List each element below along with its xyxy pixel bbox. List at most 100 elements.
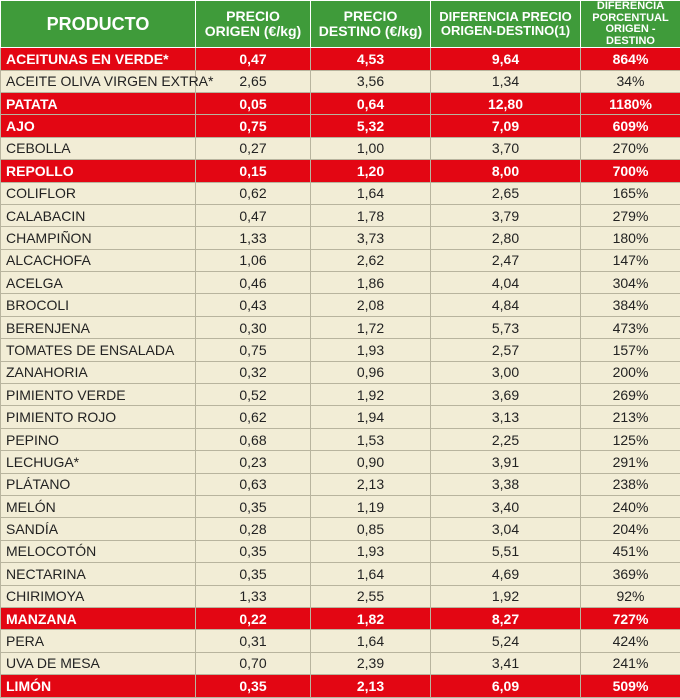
product-cell: PIMIENTO VERDE xyxy=(1,384,196,406)
value-cell: 238% xyxy=(581,473,680,495)
product-cell: NECTARINA xyxy=(1,563,196,585)
value-cell: 3,79 xyxy=(431,204,581,226)
value-cell: 3,56 xyxy=(311,70,431,92)
product-cell: CEBOLLA xyxy=(1,137,196,159)
value-cell: 3,13 xyxy=(431,406,581,428)
value-cell: 1,00 xyxy=(311,137,431,159)
product-cell: COLIFLOR xyxy=(1,182,196,204)
value-cell: 241% xyxy=(581,652,680,674)
value-cell: 3,91 xyxy=(431,451,581,473)
value-cell: 0,05 xyxy=(196,92,311,114)
value-cell: 3,00 xyxy=(431,361,581,383)
value-cell: 0,35 xyxy=(196,496,311,518)
value-cell: 3,73 xyxy=(311,227,431,249)
value-cell: 8,00 xyxy=(431,160,581,182)
value-cell: 0,75 xyxy=(196,339,311,361)
value-cell: 4,04 xyxy=(431,272,581,294)
value-cell: 0,32 xyxy=(196,361,311,383)
value-cell: 0,23 xyxy=(196,451,311,473)
value-cell: 0,70 xyxy=(196,652,311,674)
value-cell: 0,75 xyxy=(196,115,311,137)
product-cell: BERENJENA xyxy=(1,316,196,338)
value-cell: 369% xyxy=(581,563,680,585)
value-cell: 0,43 xyxy=(196,294,311,316)
value-cell: 1,86 xyxy=(311,272,431,294)
value-cell: 270% xyxy=(581,137,680,159)
value-cell: 0,47 xyxy=(196,48,311,70)
product-cell: ACEITUNAS EN VERDE* xyxy=(1,48,196,70)
value-cell: 3,40 xyxy=(431,496,581,518)
value-cell: 2,80 xyxy=(431,227,581,249)
product-cell: CHAMPIÑON xyxy=(1,227,196,249)
value-cell: 4,53 xyxy=(311,48,431,70)
value-cell: 384% xyxy=(581,294,680,316)
value-cell: 2,13 xyxy=(311,473,431,495)
value-cell: 204% xyxy=(581,518,680,540)
value-cell: 1,64 xyxy=(311,182,431,204)
value-cell: 1,33 xyxy=(196,585,311,607)
value-cell: 1,92 xyxy=(431,585,581,607)
value-cell: 609% xyxy=(581,115,680,137)
product-cell: MELÓN xyxy=(1,496,196,518)
product-cell: LIMÓN xyxy=(1,675,196,697)
value-cell: 2,39 xyxy=(311,652,431,674)
value-cell: 1,72 xyxy=(311,316,431,338)
value-cell: 0,96 xyxy=(311,361,431,383)
value-cell: 0,35 xyxy=(196,540,311,562)
value-cell: 1,82 xyxy=(311,607,431,629)
value-cell: 5,32 xyxy=(311,115,431,137)
value-cell: 3,70 xyxy=(431,137,581,159)
value-cell: 213% xyxy=(581,406,680,428)
value-cell: 165% xyxy=(581,182,680,204)
value-cell: 4,69 xyxy=(431,563,581,585)
value-cell: 2,13 xyxy=(311,675,431,697)
value-cell: 12,80 xyxy=(431,92,581,114)
column-header: DIFERENCIA PRECIO ORIGEN-DESTINO(1) xyxy=(431,1,581,48)
value-cell: 180% xyxy=(581,227,680,249)
value-cell: 0,63 xyxy=(196,473,311,495)
value-cell: 1,93 xyxy=(311,339,431,361)
value-cell: 0,47 xyxy=(196,204,311,226)
value-cell: 6,09 xyxy=(431,675,581,697)
value-cell: 1,19 xyxy=(311,496,431,518)
column-header: PRECIO ORIGEN (€/kg) xyxy=(196,1,311,48)
value-cell: 473% xyxy=(581,316,680,338)
value-cell: 0,15 xyxy=(196,160,311,182)
value-cell: 0,22 xyxy=(196,607,311,629)
column-header: PRODUCTO xyxy=(1,1,196,48)
value-cell: 240% xyxy=(581,496,680,518)
value-cell: 200% xyxy=(581,361,680,383)
value-cell: 0,64 xyxy=(311,92,431,114)
value-cell: 0,35 xyxy=(196,675,311,697)
value-cell: 0,27 xyxy=(196,137,311,159)
product-cell: LECHUGA* xyxy=(1,451,196,473)
value-cell: 1,93 xyxy=(311,540,431,562)
value-cell: 1,34 xyxy=(431,70,581,92)
value-cell: 1,06 xyxy=(196,249,311,271)
value-cell: 1,92 xyxy=(311,384,431,406)
value-cell: 2,25 xyxy=(431,428,581,450)
product-cell: PATATA xyxy=(1,92,196,114)
value-cell: 5,24 xyxy=(431,630,581,652)
value-cell: 8,27 xyxy=(431,607,581,629)
